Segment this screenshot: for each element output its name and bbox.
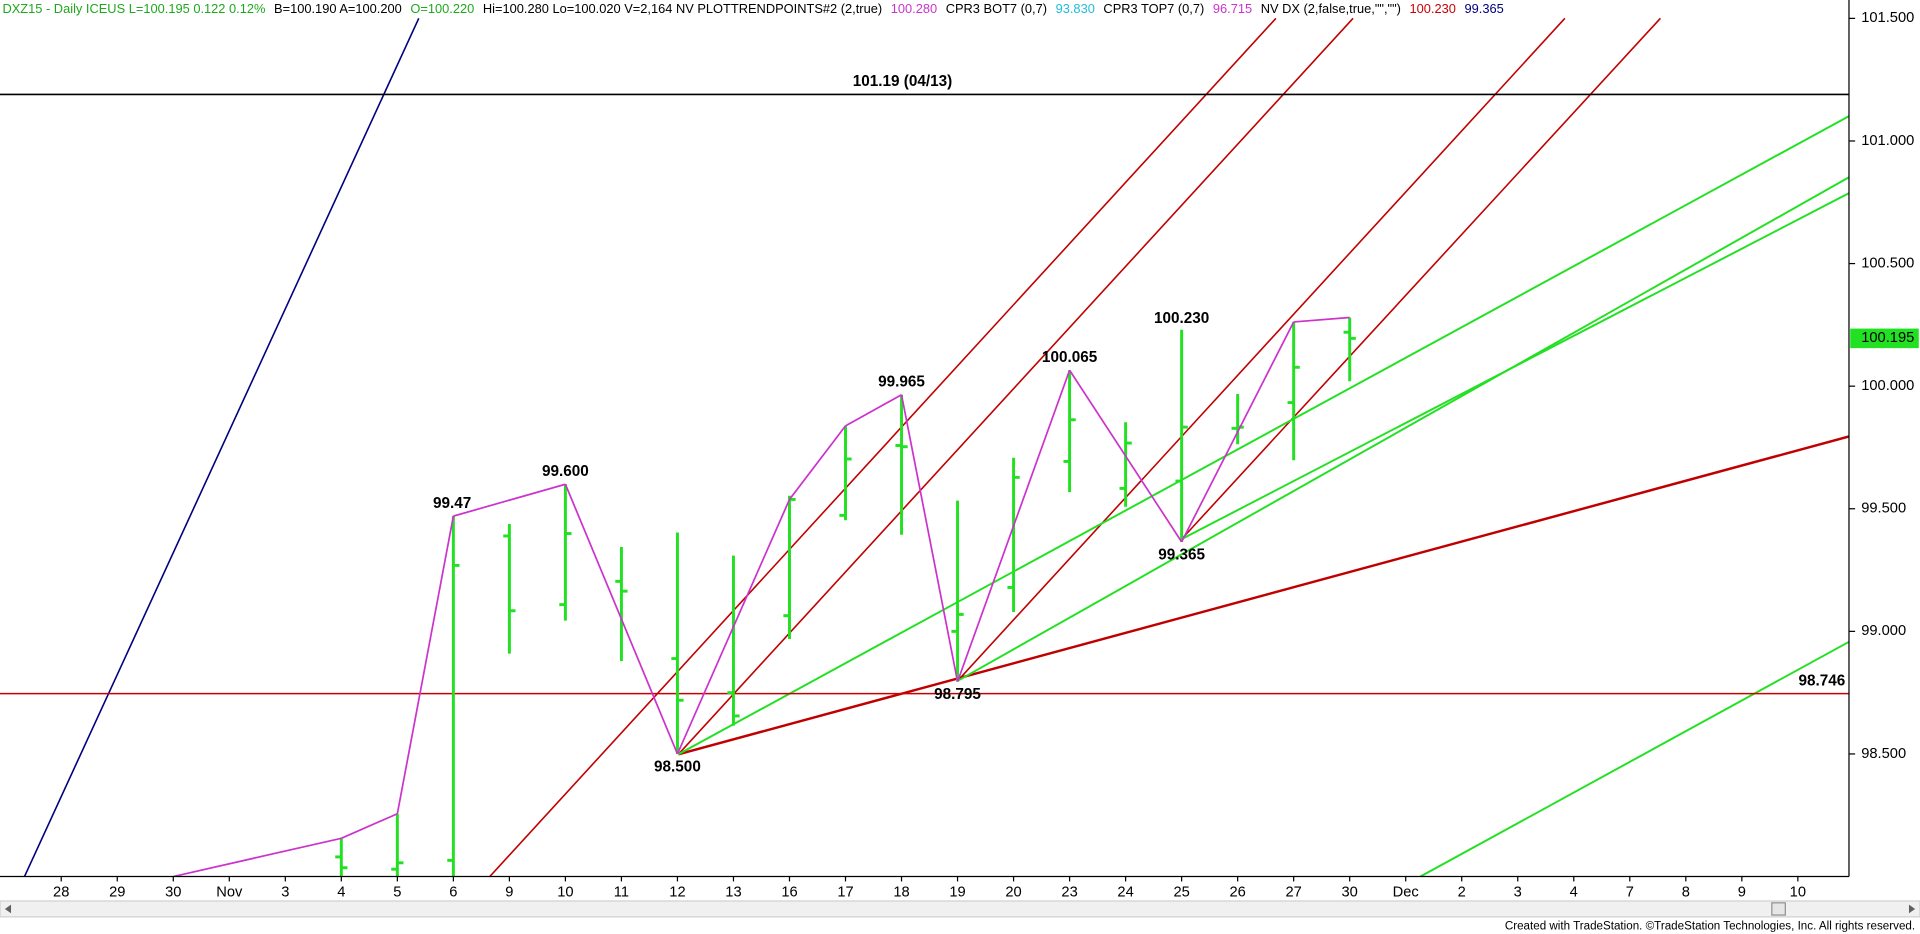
x-tick-label: 12 [669,884,685,900]
zigzag-segment [396,515,455,814]
scroll-thumb[interactable] [1771,902,1786,916]
y-tick-label: 101.000 [1861,133,1914,149]
x-tick-label: 8 [1682,884,1690,900]
axes: 101.500 101.000 100.500 100.000 99.500 99.000… [53,10,1919,900]
zigzag-segment [900,394,959,682]
scroll-track [0,900,1920,918]
x-tick-label: 6 [449,884,457,900]
x-tick-label: 23 [1061,884,1077,900]
x-tick-label: 30 [165,884,181,900]
last-price-box [1850,328,1919,349]
x-tick-label: 29 [109,884,125,900]
x-tick-label: 11 [614,884,629,900]
y-tick-label: 99.000 [1861,623,1906,639]
zigzag-segment [1293,316,1350,323]
pivot-label: 100.065 [1042,349,1098,366]
zigzag-segment [173,837,342,877]
trendline [489,17,1277,877]
x-tick-label: Nov [216,884,243,900]
y-tick-label: 99.500 [1861,501,1906,517]
zigzag-segment [956,369,1071,682]
x-tick-label: 4 [337,884,345,900]
x-tick-label: 13 [725,884,741,900]
pivot-label: 99.600 [542,463,589,480]
header-item: NV DX (2,false,true,"","") [1261,1,1401,16]
header-item: 99.365 [1465,1,1504,16]
high-label: 100.230 [1154,310,1209,327]
x-tick-label: 5 [393,884,401,900]
header-item: CPR3 BOT7 (0,7) [946,1,1047,16]
trendline [1419,640,1849,877]
scroll-right[interactable] [1908,904,1916,914]
header-item: Hi=100.280 Lo=100.020 V=2,164 NV PLOTTRE… [483,1,882,16]
y-tick-label: 98.500 [1861,746,1906,762]
x-tick-label: 10 [1790,884,1806,900]
header-item: 93.830 [1056,1,1095,16]
y-tick-label: 101.500 [1861,10,1914,26]
trendline [1181,17,1661,540]
levels [0,93,1849,695]
plot [173,316,1356,877]
scrollbar [0,900,1920,918]
pivot-label: 98.500 [654,758,701,775]
x-tick-label: 25 [1173,884,1189,900]
trendline [677,115,1849,756]
zigzag-segment [676,499,791,755]
header-item: 96.715 [1213,1,1252,16]
zigzag-segment [845,394,902,427]
x-tick-label: 16 [781,884,797,900]
header-item: O=100.220 [410,1,474,16]
x-tick-label: 17 [837,884,853,900]
x-tick-label: 3 [281,884,289,900]
x-tick-label: 4 [1570,884,1578,900]
x-tick-label: 2 [1458,884,1466,900]
level-label: 98.746 [1799,672,1846,689]
trendline [1181,192,1849,540]
scroll-left[interactable] [4,904,12,914]
header-item: CPR3 TOP7 (0,7) [1103,1,1204,16]
zigzag-segment [564,483,679,755]
labels: 101.19 (04/13) 98.746 100.230 99.47 99.600 98… [433,73,1845,775]
x-tick-label: 19 [949,884,965,900]
header-item: B=100.190 A=100.200 [274,1,402,16]
header: DXZ15 - Daily ICEUS L=100.195 0.122 0.12… [2,1,1503,16]
zigzag-segment [453,483,566,517]
last-price-label: 100.195 [1861,330,1914,346]
x-tick-label: 27 [1286,884,1302,900]
footer: Created with TradeStation. ©TradeStation… [1505,920,1915,933]
x-tick-label: 20 [1005,884,1021,900]
zigzag-segment [1180,321,1295,543]
zigzag-segment [1068,369,1183,543]
x-tick-label: 9 [505,884,513,900]
header-item: 100.280 [891,1,937,16]
level-label: 101.19 (04/13) [853,73,952,90]
x-tick-label: 10 [557,884,573,900]
pivot-label: 99.47 [433,495,471,512]
x-tick-label: 9 [1738,884,1746,900]
trendline [678,435,1849,756]
x-tick-label: 3 [1514,884,1522,900]
x-tick-label: 30 [1342,884,1358,900]
header-item: DXZ15 - Daily ICEUS L=100.195 0.122 0.12… [2,1,265,16]
pivot-label: 99.365 [1158,546,1205,563]
x-tick-label: 26 [1229,884,1245,900]
x-tick-label: Dec [1393,884,1419,900]
y-tick-label: 100.000 [1861,378,1914,394]
trendline [956,17,1566,682]
zigzag-segment [340,812,398,840]
trendline [23,18,420,877]
pivot-label: 98.795 [934,686,981,703]
x-tick-label: 18 [893,884,909,900]
x-tick-label: 24 [1117,884,1133,900]
x-tick-label: 28 [53,884,69,900]
pivot-label: 99.965 [878,374,925,391]
y-tick-label: 100.500 [1861,255,1914,271]
x-tick-label: 7 [1626,884,1634,900]
trendline [957,176,1849,682]
zigzag-segment [788,425,847,500]
header-item: 100.230 [1410,1,1456,16]
